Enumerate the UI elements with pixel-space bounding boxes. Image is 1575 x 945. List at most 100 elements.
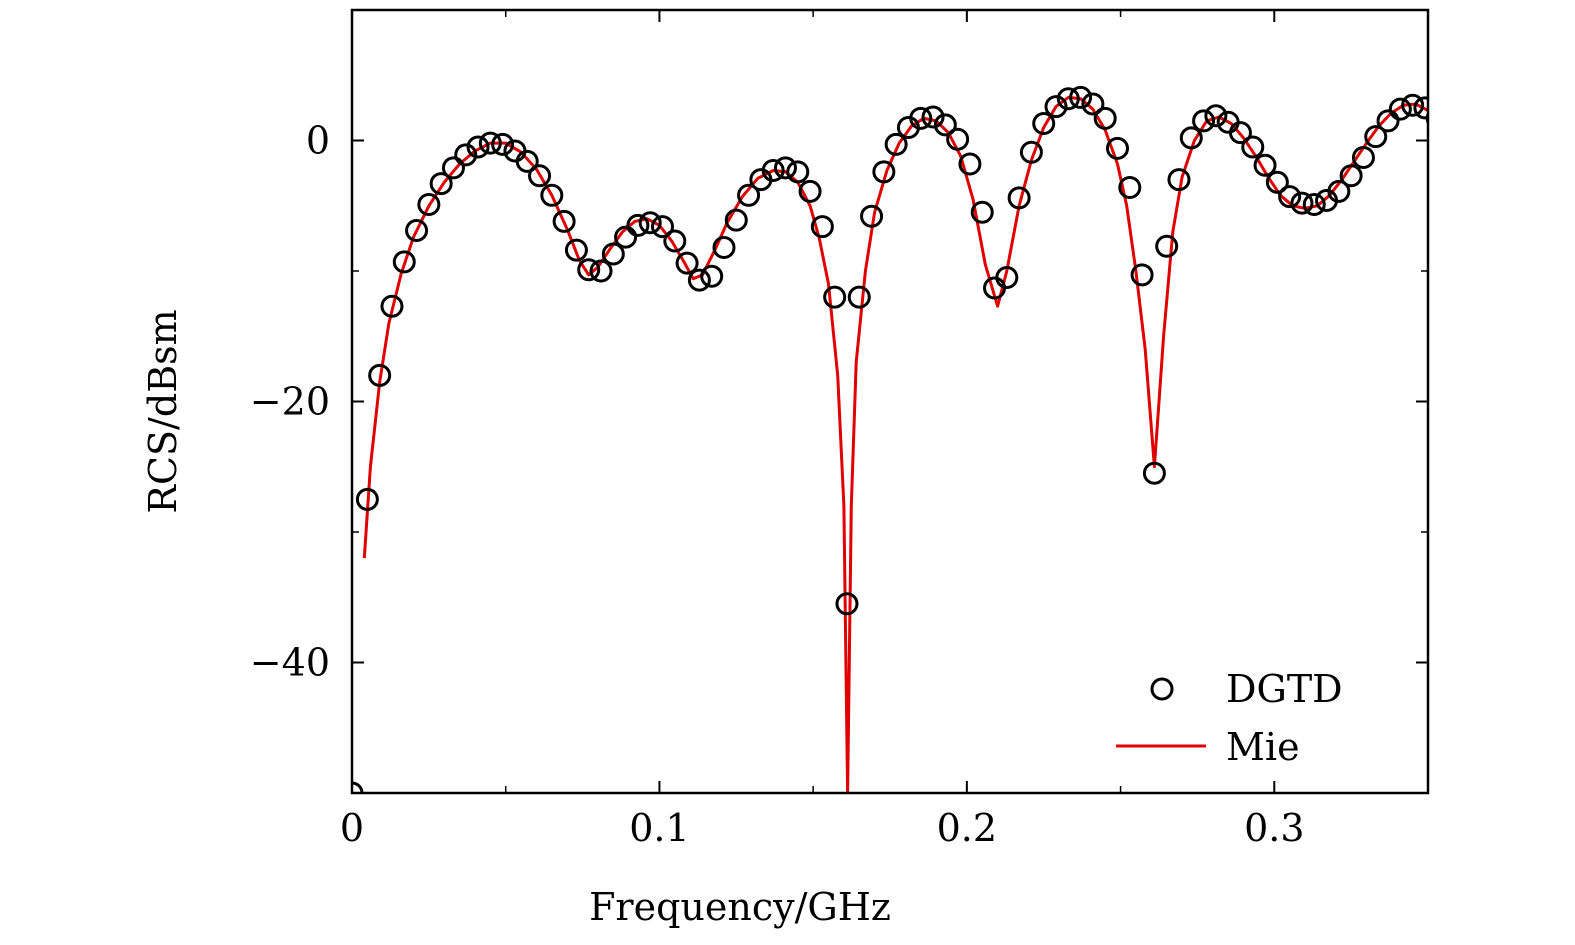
legend-label-mie: Mie	[1226, 725, 1300, 769]
dgtd-point	[1388, 97, 1412, 121]
dgtd-point	[958, 152, 982, 176]
dgtd-point	[1302, 192, 1326, 216]
dgtd-point	[700, 264, 724, 288]
dgtd-point	[368, 363, 392, 387]
dgtd-point	[921, 105, 945, 129]
dgtd-point	[1241, 135, 1265, 159]
dgtd-point	[995, 266, 1019, 290]
legend-marker-dgtd	[1150, 677, 1174, 701]
dgtd-point	[1413, 96, 1428, 120]
dgtd-point	[441, 156, 465, 180]
dgtd-point	[1228, 121, 1252, 145]
dgtd-point	[540, 183, 564, 207]
dgtd-point	[1351, 145, 1375, 169]
dgtd-point	[1007, 186, 1031, 210]
dgtd-point	[810, 215, 834, 239]
dgtd-point	[355, 487, 379, 511]
dgtd-point	[847, 285, 871, 309]
dgtd-point	[589, 259, 613, 283]
dgtd-point	[933, 113, 957, 137]
dgtd-point	[675, 251, 699, 275]
dgtd-point	[860, 204, 884, 228]
legend: DGTD Mie	[1116, 667, 1343, 769]
dgtd-point	[503, 139, 527, 163]
dgtd-point	[1032, 112, 1056, 136]
dgtd-point	[1118, 175, 1142, 199]
dgtd-point	[1081, 92, 1105, 116]
dgtd-point	[626, 213, 650, 237]
dgtd-point	[577, 258, 601, 282]
dgtd-point	[970, 200, 994, 224]
dgtd-point	[798, 179, 822, 203]
dgtd-point	[946, 127, 970, 151]
dgtd-point	[392, 250, 416, 274]
dgtd-point	[478, 131, 502, 155]
dgtd-point	[1167, 168, 1191, 192]
dgtd-point	[1179, 126, 1203, 150]
dgtd-point	[1440, 127, 1460, 147]
x-axis-title: Frequency/GHz	[589, 885, 891, 929]
dgtd-point	[1130, 263, 1154, 287]
y-tick-label: −20	[250, 380, 330, 424]
dgtd-point	[491, 132, 515, 156]
dgtd-point	[1364, 125, 1388, 149]
dgtd-point	[737, 183, 761, 207]
y-tick-label: 0	[306, 119, 330, 163]
dgtd-point	[884, 132, 908, 156]
dgtd-point	[1105, 136, 1129, 160]
x-tick-label: 0	[340, 806, 364, 850]
legend-label-dgtd: DGTD	[1226, 667, 1343, 711]
dgtd-point	[1044, 95, 1068, 119]
series-line-mie	[362, 95, 1428, 793]
dgtd-point	[1253, 153, 1277, 177]
dgtd-point	[1142, 461, 1166, 485]
dgtd-point	[1093, 106, 1117, 130]
dgtd-point	[564, 238, 588, 262]
dgtd-point	[1155, 234, 1179, 258]
dgtd-point	[515, 149, 539, 173]
x-tick-label: 0.3	[1244, 806, 1304, 850]
dgtd-point	[380, 294, 404, 318]
dgtd-point	[466, 135, 490, 159]
dgtd-point	[1192, 109, 1216, 133]
dgtd-point	[405, 219, 429, 243]
x-tick-label: 0.1	[629, 806, 689, 850]
dgtd-point	[614, 225, 638, 249]
dgtd-point	[528, 164, 552, 188]
dgtd-point	[454, 143, 478, 167]
dgtd-point	[1069, 85, 1093, 109]
dgtd-point	[638, 211, 662, 235]
y-axis-title: RCS/dBsm	[141, 309, 185, 513]
dgtd-point	[1204, 104, 1228, 128]
dgtd-point	[773, 156, 797, 180]
dgtd-point	[417, 192, 441, 216]
dgtd-point	[552, 209, 576, 233]
dgtd-point	[1019, 140, 1043, 164]
dgtd-point	[872, 160, 896, 184]
dgtd-point	[601, 242, 625, 266]
dgtd-point	[1265, 170, 1289, 194]
dgtd-point	[651, 215, 675, 239]
labels-layer: 0 0.1 0.2 0.3 0 −20 −40 Frequency/GHz RCS/dBsm	[141, 119, 1305, 930]
dgtd-point	[1376, 109, 1400, 133]
dgtd-point	[1278, 185, 1302, 209]
dgtd-point	[1425, 111, 1428, 126]
dgtd-point	[823, 285, 847, 309]
dgtd-point	[786, 160, 810, 184]
dgtd-point	[687, 268, 711, 292]
dgtd-point	[663, 229, 687, 253]
dgtd-point	[1056, 87, 1080, 111]
dgtd-point	[909, 106, 933, 130]
dgtd-point	[712, 236, 736, 260]
dgtd-point	[429, 172, 453, 196]
dgtd-point	[724, 208, 748, 232]
y-tick-label: −40	[250, 641, 330, 685]
x-tick-label: 0.2	[937, 806, 997, 850]
dgtd-point	[1327, 179, 1351, 203]
dgtd-point	[1401, 93, 1425, 117]
dgtd-point	[835, 592, 859, 616]
dgtd-point	[1290, 191, 1314, 215]
dgtd-point	[761, 159, 785, 183]
plot-frame	[350, 8, 1430, 795]
